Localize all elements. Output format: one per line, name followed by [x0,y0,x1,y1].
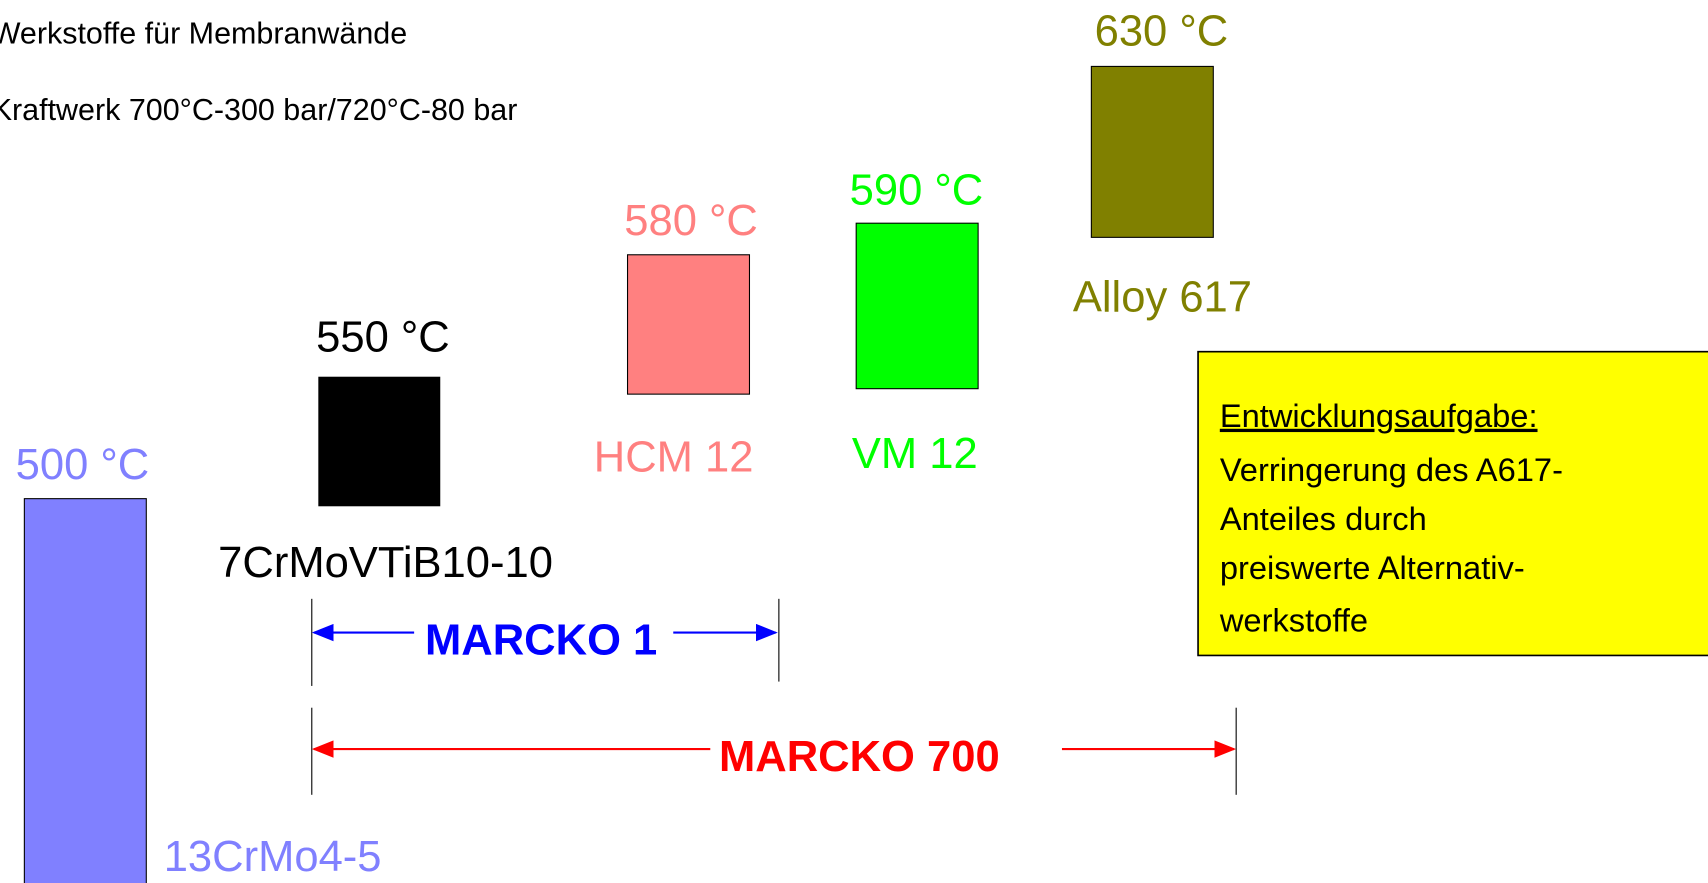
note-line: Verringerung des A617- [1220,451,1563,488]
note-line: Anteiles durch [1220,500,1427,537]
note-line: preiswerte Alternativ- [1220,549,1525,586]
material-name: 13CrMo4-5 [164,833,382,881]
material-box [855,222,979,390]
temperature: 590 °C [850,167,984,215]
note-heading: Entwicklungsaufgabe: [1220,397,1538,434]
temperature: 630 °C [1095,8,1229,56]
note-box [1197,350,1708,657]
material-box [23,498,147,883]
subtitle: Kraftwerk 700°C-300 bar/720°C-80 bar [0,93,517,127]
range-label: MARCKO 1 [425,616,657,664]
material-box [318,376,441,507]
material-name: Alloy 617 [1073,273,1252,321]
material-name: VM 12 [852,430,978,478]
range-label: MARCKO 700 [719,733,1000,781]
material-box [626,254,751,395]
note-line: werkstoffe [1219,601,1368,638]
material-name: HCM 12 [594,433,754,481]
material-name: 7CrMoVTiB10-10 [218,539,553,587]
temperature: 500 °C [16,441,150,489]
temperature: 550 °C [316,314,450,362]
material-box [1090,65,1214,238]
title: Werkstoffe für Membranwände [0,17,407,51]
temperature: 580 °C [624,197,758,245]
